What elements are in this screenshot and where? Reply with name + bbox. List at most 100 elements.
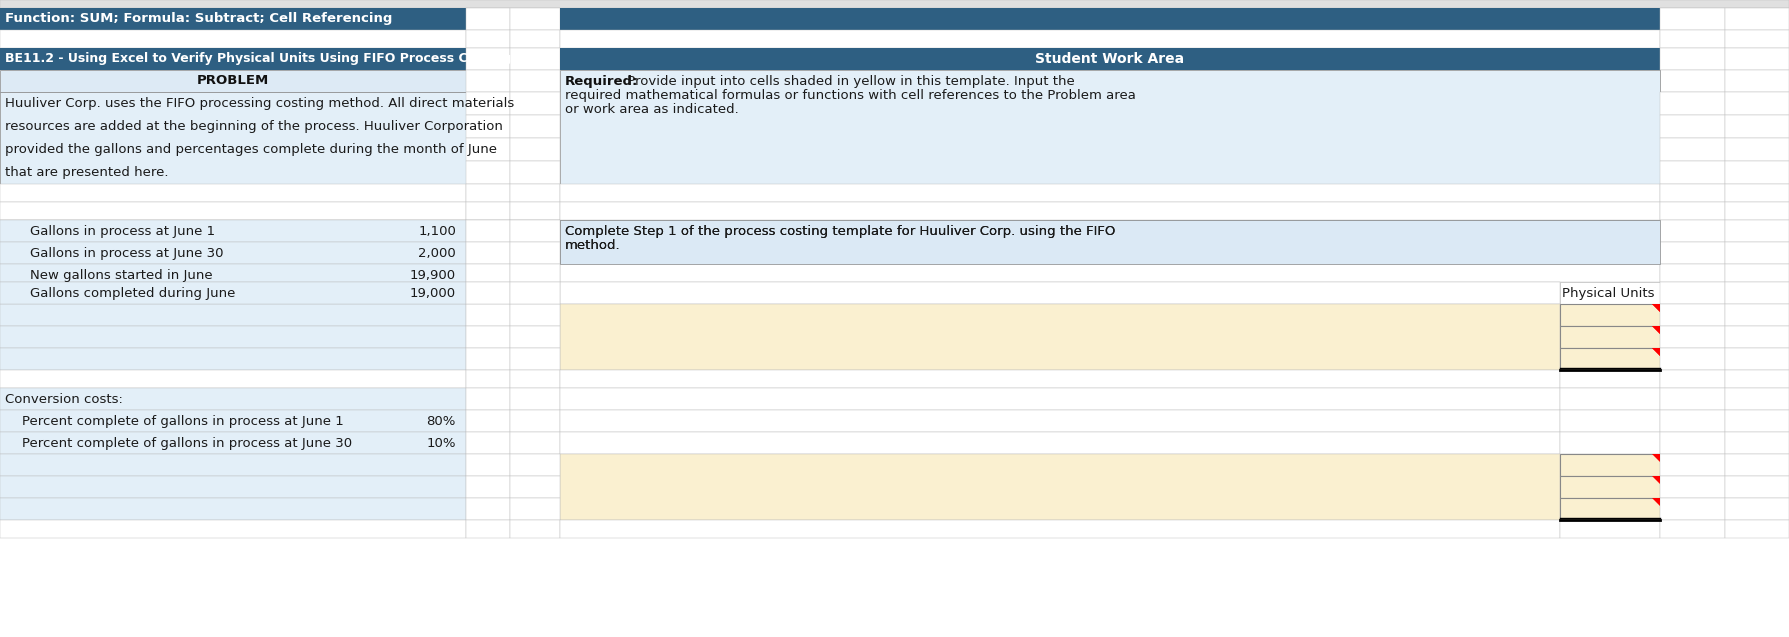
Bar: [1560, 498, 1660, 520]
Text: 19,900: 19,900: [410, 269, 456, 282]
Bar: [560, 410, 1560, 432]
Text: Complete Step 1 of the process costing template for Huuliver Corp. using the FIF: Complete Step 1 of the process costing t…: [565, 225, 1115, 238]
Bar: [465, 264, 510, 282]
Bar: [1560, 432, 1660, 454]
Bar: [510, 282, 560, 304]
Bar: [560, 202, 1660, 220]
Bar: [510, 138, 560, 161]
Bar: [1660, 410, 1725, 432]
Bar: [465, 70, 510, 92]
Bar: [1725, 161, 1789, 184]
Bar: [1660, 304, 1725, 326]
Bar: [510, 220, 560, 242]
Bar: [1660, 8, 1725, 30]
Bar: [465, 202, 510, 220]
Bar: [1660, 48, 1725, 70]
Bar: [0, 48, 465, 70]
Text: Student Work Area: Student Work Area: [1036, 52, 1184, 66]
Bar: [510, 264, 560, 282]
Bar: [1560, 348, 1660, 370]
Bar: [560, 388, 1560, 410]
Polygon shape: [1651, 326, 1660, 334]
Text: resources are added at the beginning of the process. Huuliver Corporation: resources are added at the beginning of …: [5, 120, 503, 133]
Text: BE11.2 - Using Excel to Verify Physical Units Using FIFO Process Costing: BE11.2 - Using Excel to Verify Physical …: [5, 52, 512, 65]
Bar: [1725, 348, 1789, 370]
Text: Percent complete of gallons in process at June 1: Percent complete of gallons in process a…: [5, 415, 343, 428]
Bar: [560, 30, 1660, 48]
Bar: [1560, 326, 1660, 348]
Bar: [1660, 184, 1725, 202]
Bar: [465, 242, 510, 264]
Bar: [510, 30, 560, 48]
Text: Required:: Required:: [565, 75, 639, 88]
Bar: [1660, 242, 1725, 264]
Bar: [465, 370, 510, 388]
Bar: [1725, 304, 1789, 326]
Bar: [0, 370, 465, 388]
Bar: [465, 92, 510, 115]
Text: required mathematical formulas or functions with cell references to the Problem : required mathematical formulas or functi…: [565, 89, 1136, 102]
Bar: [560, 520, 1560, 538]
Bar: [0, 348, 465, 370]
Text: Gallons in process at June 1: Gallons in process at June 1: [30, 225, 215, 238]
Bar: [465, 454, 510, 476]
Bar: [510, 264, 560, 282]
Bar: [1660, 115, 1725, 138]
Bar: [1660, 498, 1725, 520]
Polygon shape: [1651, 498, 1660, 506]
Bar: [0, 264, 465, 282]
Bar: [1560, 520, 1660, 538]
Bar: [465, 498, 510, 520]
Bar: [1725, 30, 1789, 48]
Bar: [560, 220, 1660, 264]
Bar: [510, 520, 560, 538]
Bar: [1660, 161, 1725, 184]
Bar: [1660, 282, 1725, 304]
Text: Conversion costs:: Conversion costs:: [5, 393, 123, 406]
Bar: [465, 304, 510, 326]
Bar: [510, 242, 560, 264]
Bar: [1725, 138, 1789, 161]
Bar: [510, 388, 560, 410]
Bar: [1660, 348, 1725, 370]
Bar: [465, 242, 510, 264]
Polygon shape: [1651, 304, 1660, 312]
Bar: [560, 432, 1560, 454]
Bar: [465, 30, 510, 48]
Bar: [1660, 388, 1725, 410]
Text: provided the gallons and percentages complete during the month of June: provided the gallons and percentages com…: [5, 143, 497, 156]
Polygon shape: [1651, 476, 1660, 484]
Bar: [510, 326, 560, 348]
Bar: [465, 388, 510, 410]
Bar: [1725, 370, 1789, 388]
Bar: [0, 8, 465, 30]
Bar: [1660, 30, 1725, 48]
Bar: [465, 8, 510, 30]
Bar: [510, 370, 560, 388]
Bar: [1560, 454, 1660, 476]
Polygon shape: [1651, 304, 1660, 312]
Bar: [465, 432, 510, 454]
Polygon shape: [1651, 326, 1660, 334]
Bar: [1560, 410, 1660, 432]
Bar: [465, 220, 510, 242]
Bar: [465, 520, 510, 538]
Bar: [465, 348, 510, 370]
Bar: [560, 370, 1560, 388]
Bar: [1560, 282, 1660, 304]
Polygon shape: [1651, 348, 1660, 356]
Bar: [1725, 242, 1789, 264]
Bar: [0, 242, 465, 264]
Bar: [0, 30, 465, 48]
Bar: [0, 432, 465, 454]
Bar: [465, 282, 510, 304]
Bar: [1725, 70, 1789, 92]
Bar: [1725, 498, 1789, 520]
Bar: [0, 220, 465, 242]
Bar: [1725, 92, 1789, 115]
Bar: [560, 264, 1660, 282]
Text: 10%: 10%: [426, 437, 456, 450]
Bar: [1725, 202, 1789, 220]
Bar: [510, 184, 560, 202]
Bar: [1660, 476, 1725, 498]
